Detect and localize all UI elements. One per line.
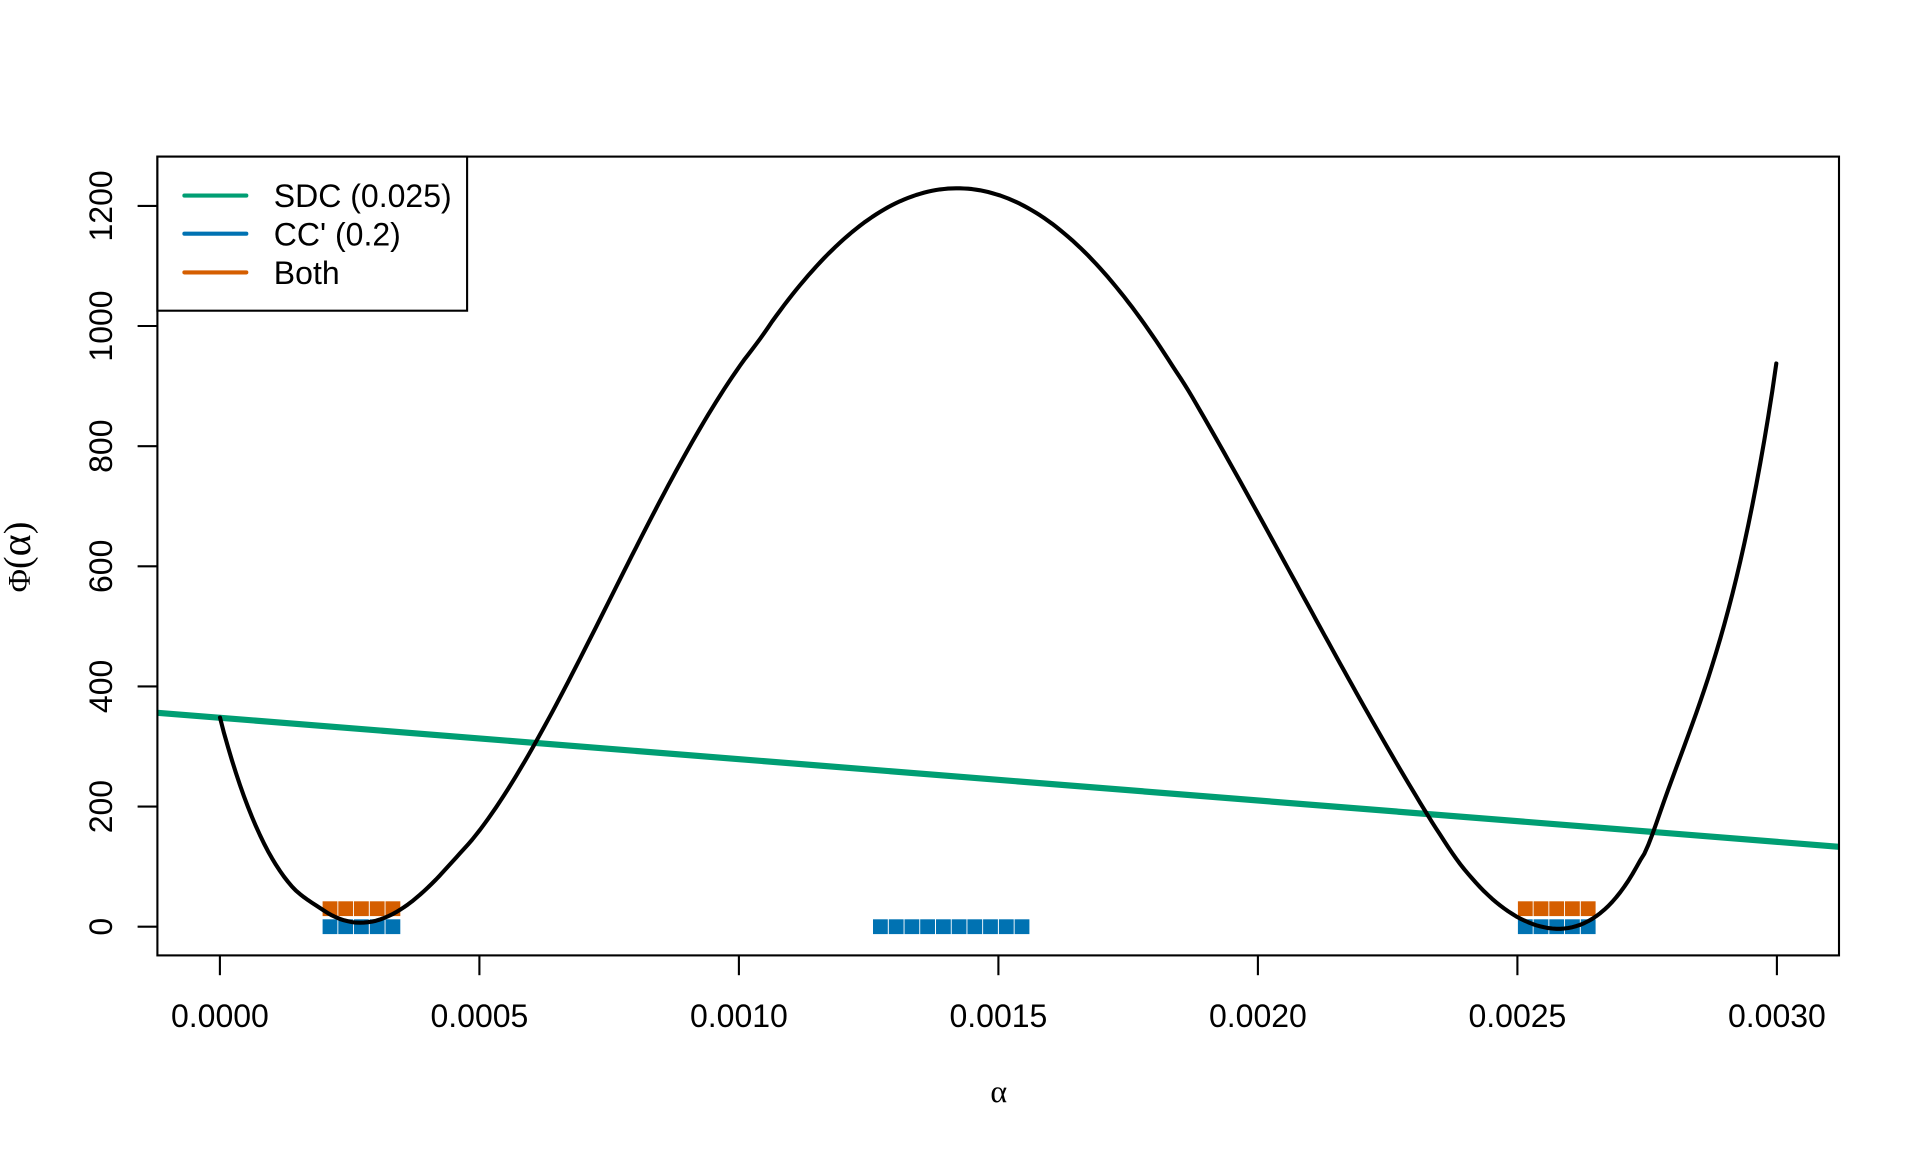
svg-text:Φ(α): Φ(α)	[0, 522, 40, 593]
svg-text:200: 200	[83, 780, 119, 833]
svg-text:1200: 1200	[83, 170, 119, 241]
svg-text:Both: Both	[274, 255, 340, 291]
svg-text:0.0010: 0.0010	[690, 998, 788, 1034]
svg-text:800: 800	[83, 420, 119, 473]
svg-text:0.0025: 0.0025	[1468, 998, 1566, 1034]
svg-text:400: 400	[83, 660, 119, 713]
svg-text:0.0005: 0.0005	[430, 998, 528, 1034]
svg-text:SDC (0.025): SDC (0.025)	[274, 178, 452, 214]
svg-text:α: α	[990, 1073, 1007, 1109]
svg-text:1000: 1000	[83, 290, 119, 361]
svg-text:0.0000: 0.0000	[171, 998, 269, 1034]
svg-text:0: 0	[83, 918, 119, 936]
svg-text:0.0020: 0.0020	[1209, 998, 1307, 1034]
svg-text:600: 600	[83, 540, 119, 593]
svg-text:0.0015: 0.0015	[949, 998, 1047, 1034]
svg-text:CC' (0.2): CC' (0.2)	[274, 216, 401, 252]
svg-text:0.0030: 0.0030	[1728, 998, 1826, 1034]
